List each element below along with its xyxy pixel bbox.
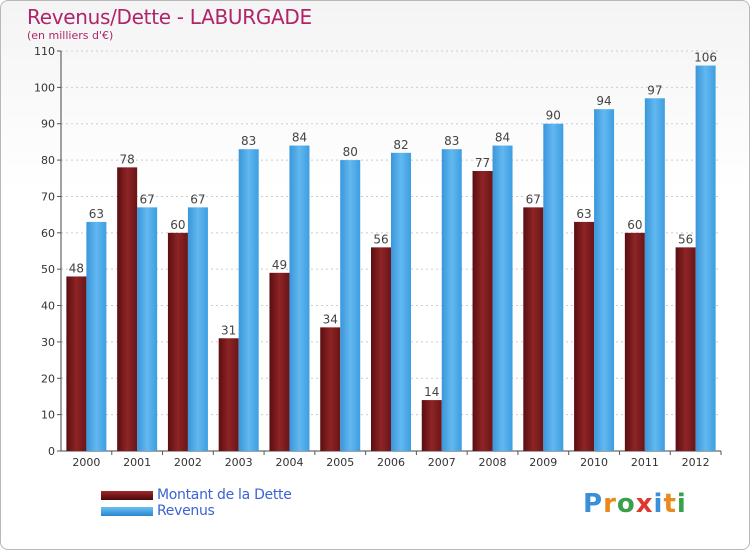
- bar-dette: [421, 400, 442, 451]
- bar-revenus: [289, 145, 310, 451]
- bar-dette: [66, 276, 87, 451]
- x-tick-label: 2009: [529, 456, 557, 469]
- logo-letter: i: [676, 489, 687, 519]
- data-label-revenus: 63: [89, 207, 104, 221]
- y-tick-label: 80: [41, 154, 55, 167]
- bar-revenus: [492, 145, 513, 451]
- bar-dette: [320, 327, 341, 451]
- data-label-dette: 49: [272, 258, 287, 272]
- x-tick-label: 2001: [123, 456, 151, 469]
- data-label-dette: 31: [221, 323, 236, 337]
- logo-letter: i: [653, 489, 664, 519]
- y-tick-label: 60: [41, 227, 55, 240]
- bar-revenus: [187, 207, 208, 451]
- bar-dette: [574, 221, 595, 451]
- y-tick-label: 110: [34, 45, 55, 58]
- y-tick-label: 30: [41, 336, 55, 349]
- logo-letter: o: [616, 489, 636, 519]
- bar-dette: [624, 232, 645, 451]
- y-tick-label: 20: [41, 372, 55, 385]
- logo-letter: x: [635, 489, 654, 519]
- y-tick-label: 0: [48, 445, 55, 458]
- data-label-revenus: 67: [140, 192, 155, 206]
- x-tick-label: 2004: [275, 456, 303, 469]
- logo-letter: P: [583, 489, 604, 519]
- y-tick-label: 100: [34, 81, 55, 94]
- proxiti-logo: Proxiti: [583, 489, 687, 519]
- bar-revenus: [594, 109, 615, 451]
- x-tick-label: 2011: [631, 456, 659, 469]
- data-label-revenus: 83: [444, 134, 459, 148]
- chart-title: Revenus/Dette - LABURGADE: [27, 5, 312, 29]
- y-tick-label: 40: [41, 300, 55, 313]
- x-tick-label: 2002: [174, 456, 202, 469]
- data-label-revenus: 106: [694, 51, 717, 65]
- data-label-revenus: 83: [241, 134, 256, 148]
- data-label-revenus: 80: [343, 145, 358, 159]
- data-label-dette: 63: [576, 207, 591, 221]
- bar-revenus: [543, 123, 564, 452]
- data-label-dette: 60: [170, 218, 185, 232]
- legend-swatch-revenus: [101, 507, 153, 516]
- data-label-revenus: 97: [647, 83, 662, 97]
- x-tick-label: 2008: [479, 456, 507, 469]
- bar-revenus: [137, 207, 158, 451]
- x-tick-label: 2005: [326, 456, 354, 469]
- data-label-dette: 67: [526, 192, 541, 206]
- data-label-revenus: 82: [393, 138, 408, 152]
- bar-revenus: [391, 152, 411, 451]
- data-label-dette: 56: [678, 232, 693, 246]
- y-tick-label: 50: [41, 263, 55, 276]
- x-tick-label: 2012: [682, 456, 710, 469]
- bar-revenus: [340, 160, 361, 451]
- bar-dette: [269, 272, 290, 451]
- bar-dette: [371, 247, 391, 451]
- x-tick-label: 2006: [377, 456, 405, 469]
- chart-subtitle: (en milliers d'€): [27, 29, 114, 42]
- bar-revenus: [238, 149, 259, 451]
- data-label-revenus: 84: [292, 131, 307, 145]
- data-label-revenus: 84: [495, 131, 510, 145]
- bar-dette: [218, 338, 239, 451]
- data-label-dette: 34: [323, 312, 338, 326]
- y-tick-label: 90: [41, 118, 55, 131]
- x-tick-label: 2010: [580, 456, 608, 469]
- data-label-dette: 14: [424, 385, 439, 399]
- legend-label-revenus: Revenus: [157, 503, 215, 519]
- data-label-dette: 48: [69, 261, 84, 275]
- bar-dette: [117, 167, 138, 451]
- x-tick-label: 2003: [225, 456, 253, 469]
- legend-label-dette: Montant de la Dette: [157, 487, 292, 503]
- data-label-revenus: 67: [190, 192, 205, 206]
- data-label-revenus: 90: [546, 109, 561, 123]
- x-tick-label: 2007: [428, 456, 456, 469]
- data-label-dette: 56: [373, 232, 388, 246]
- data-label-dette: 78: [120, 152, 135, 166]
- bar-dette: [675, 247, 696, 451]
- bar-dette: [472, 171, 493, 451]
- y-tick-label: 70: [41, 190, 55, 203]
- bar-revenus: [695, 65, 716, 451]
- bar-revenus: [644, 98, 665, 451]
- y-tick-label: 10: [41, 409, 55, 422]
- bar-revenus: [441, 149, 462, 451]
- legend-swatch-dette: [101, 491, 153, 500]
- bar-revenus: [86, 221, 107, 451]
- bar-dette: [523, 207, 544, 451]
- logo-letter: t: [663, 489, 677, 519]
- data-label-dette: 77: [475, 156, 490, 170]
- data-label-dette: 60: [627, 218, 642, 232]
- data-label-revenus: 94: [596, 94, 611, 108]
- logo-letter: r: [603, 489, 617, 519]
- bar-dette: [167, 232, 188, 451]
- x-tick-label: 2000: [72, 456, 100, 469]
